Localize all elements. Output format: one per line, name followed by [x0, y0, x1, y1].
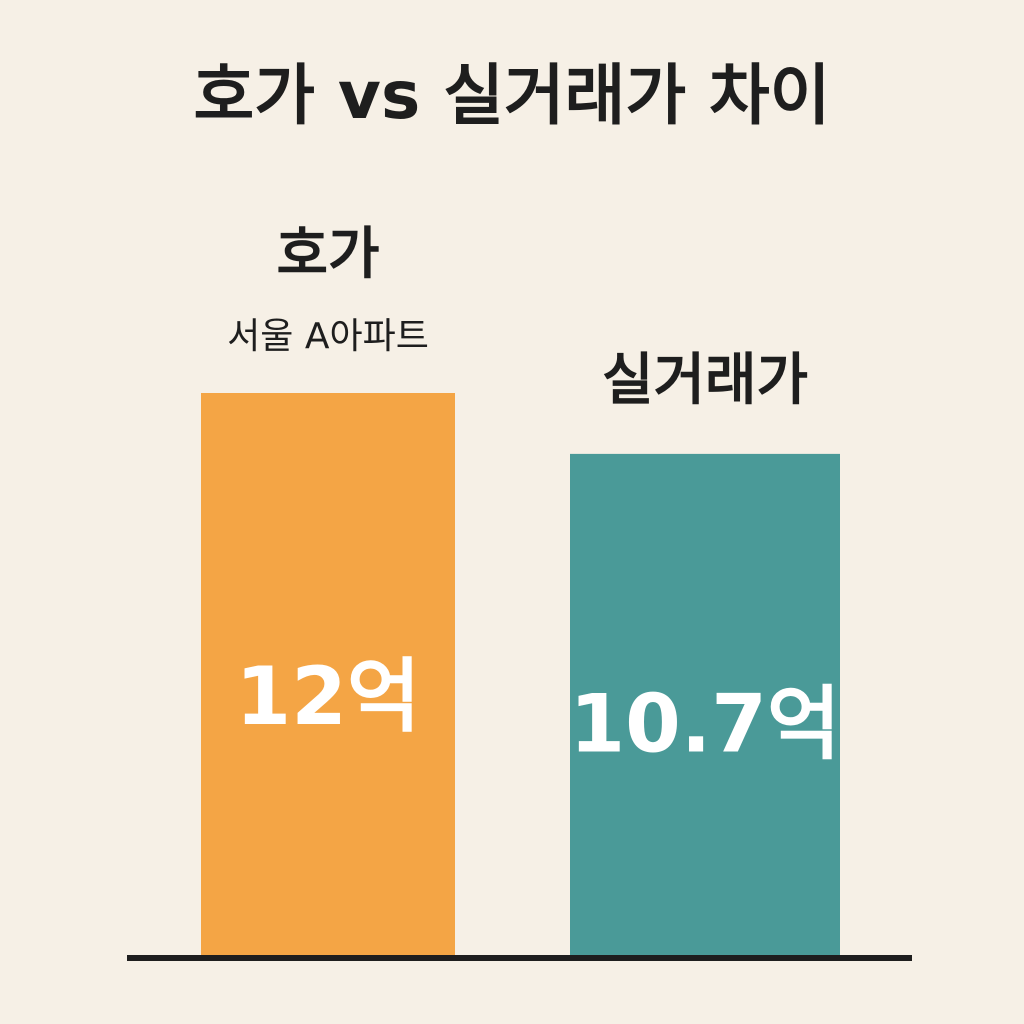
bar [201, 393, 455, 955]
category-label: 실거래가 [602, 348, 808, 413]
category-label: 호가 [276, 222, 379, 287]
annotation: 서울 A아파트 [227, 316, 429, 357]
value-label: 12억 [236, 650, 421, 743]
bar [570, 453, 840, 955]
value-label: 10.7억 [570, 677, 841, 770]
chart-title: 호가 vs 실거래가 차이 [194, 57, 831, 134]
